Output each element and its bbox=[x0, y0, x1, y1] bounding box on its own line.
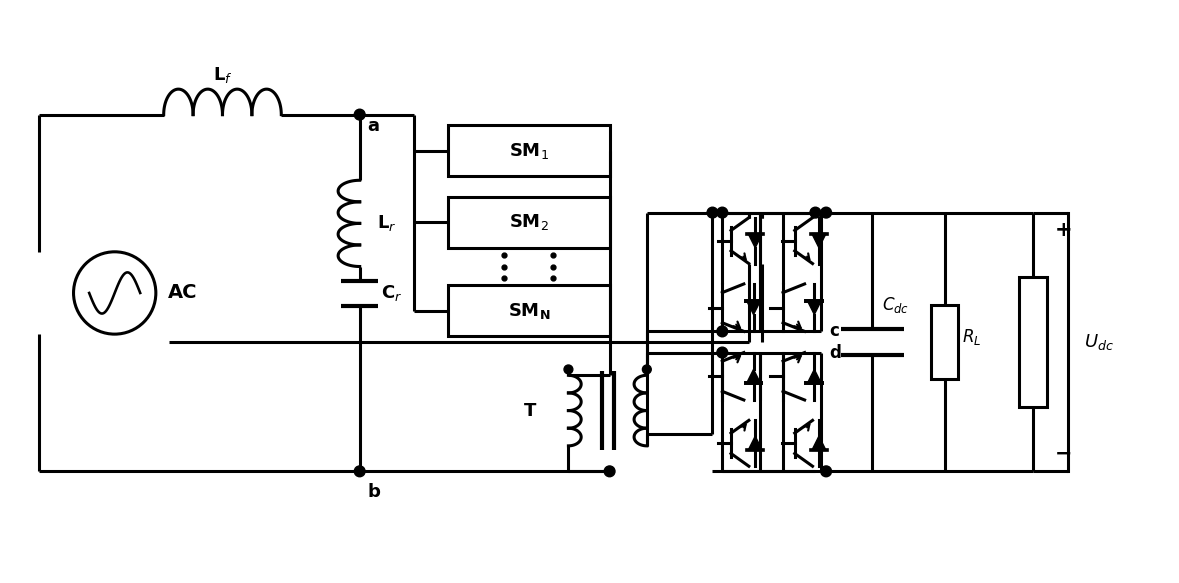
Text: d: d bbox=[829, 343, 841, 361]
Text: $R_L$: $R_L$ bbox=[962, 327, 982, 347]
Circle shape bbox=[604, 466, 615, 477]
Text: $\mathbf{L}_r$: $\mathbf{L}_r$ bbox=[377, 213, 397, 233]
Circle shape bbox=[564, 365, 573, 374]
Text: $\mathbf{SM}_1$: $\mathbf{SM}_1$ bbox=[509, 141, 548, 161]
Circle shape bbox=[821, 207, 831, 218]
Text: $\mathbf{L}_f$: $\mathbf{L}_f$ bbox=[212, 65, 232, 85]
Text: $\mathbf{C}_r$: $\mathbf{C}_r$ bbox=[381, 283, 402, 304]
Circle shape bbox=[707, 207, 718, 218]
Text: $U_{dc}$: $U_{dc}$ bbox=[1084, 332, 1114, 352]
Text: $\mathbf{T}$: $\mathbf{T}$ bbox=[522, 402, 538, 420]
Polygon shape bbox=[746, 301, 760, 315]
FancyBboxPatch shape bbox=[448, 197, 610, 248]
FancyBboxPatch shape bbox=[931, 305, 959, 379]
FancyBboxPatch shape bbox=[1019, 278, 1047, 407]
Polygon shape bbox=[812, 234, 826, 248]
Text: b: b bbox=[368, 483, 381, 501]
Circle shape bbox=[821, 466, 831, 477]
Circle shape bbox=[643, 365, 651, 374]
Polygon shape bbox=[749, 436, 763, 451]
Circle shape bbox=[717, 207, 727, 218]
Text: $\mathbf{SM_N}$: $\mathbf{SM_N}$ bbox=[507, 301, 549, 321]
Circle shape bbox=[355, 466, 365, 477]
Text: a: a bbox=[368, 117, 380, 135]
Text: $C_{dc}$: $C_{dc}$ bbox=[882, 294, 909, 315]
Text: +: + bbox=[1054, 220, 1072, 240]
Circle shape bbox=[717, 326, 727, 337]
Text: c: c bbox=[829, 322, 839, 340]
Polygon shape bbox=[812, 436, 826, 451]
Circle shape bbox=[717, 347, 727, 358]
Polygon shape bbox=[749, 234, 763, 248]
FancyBboxPatch shape bbox=[448, 125, 610, 176]
Circle shape bbox=[355, 109, 365, 120]
Polygon shape bbox=[746, 370, 760, 383]
Text: −: − bbox=[1054, 444, 1072, 463]
Text: $\mathbf{SM}_2$: $\mathbf{SM}_2$ bbox=[509, 212, 548, 233]
FancyBboxPatch shape bbox=[448, 285, 610, 336]
Polygon shape bbox=[808, 301, 822, 315]
Text: AC: AC bbox=[167, 283, 197, 303]
Circle shape bbox=[810, 207, 821, 218]
Polygon shape bbox=[808, 370, 822, 383]
